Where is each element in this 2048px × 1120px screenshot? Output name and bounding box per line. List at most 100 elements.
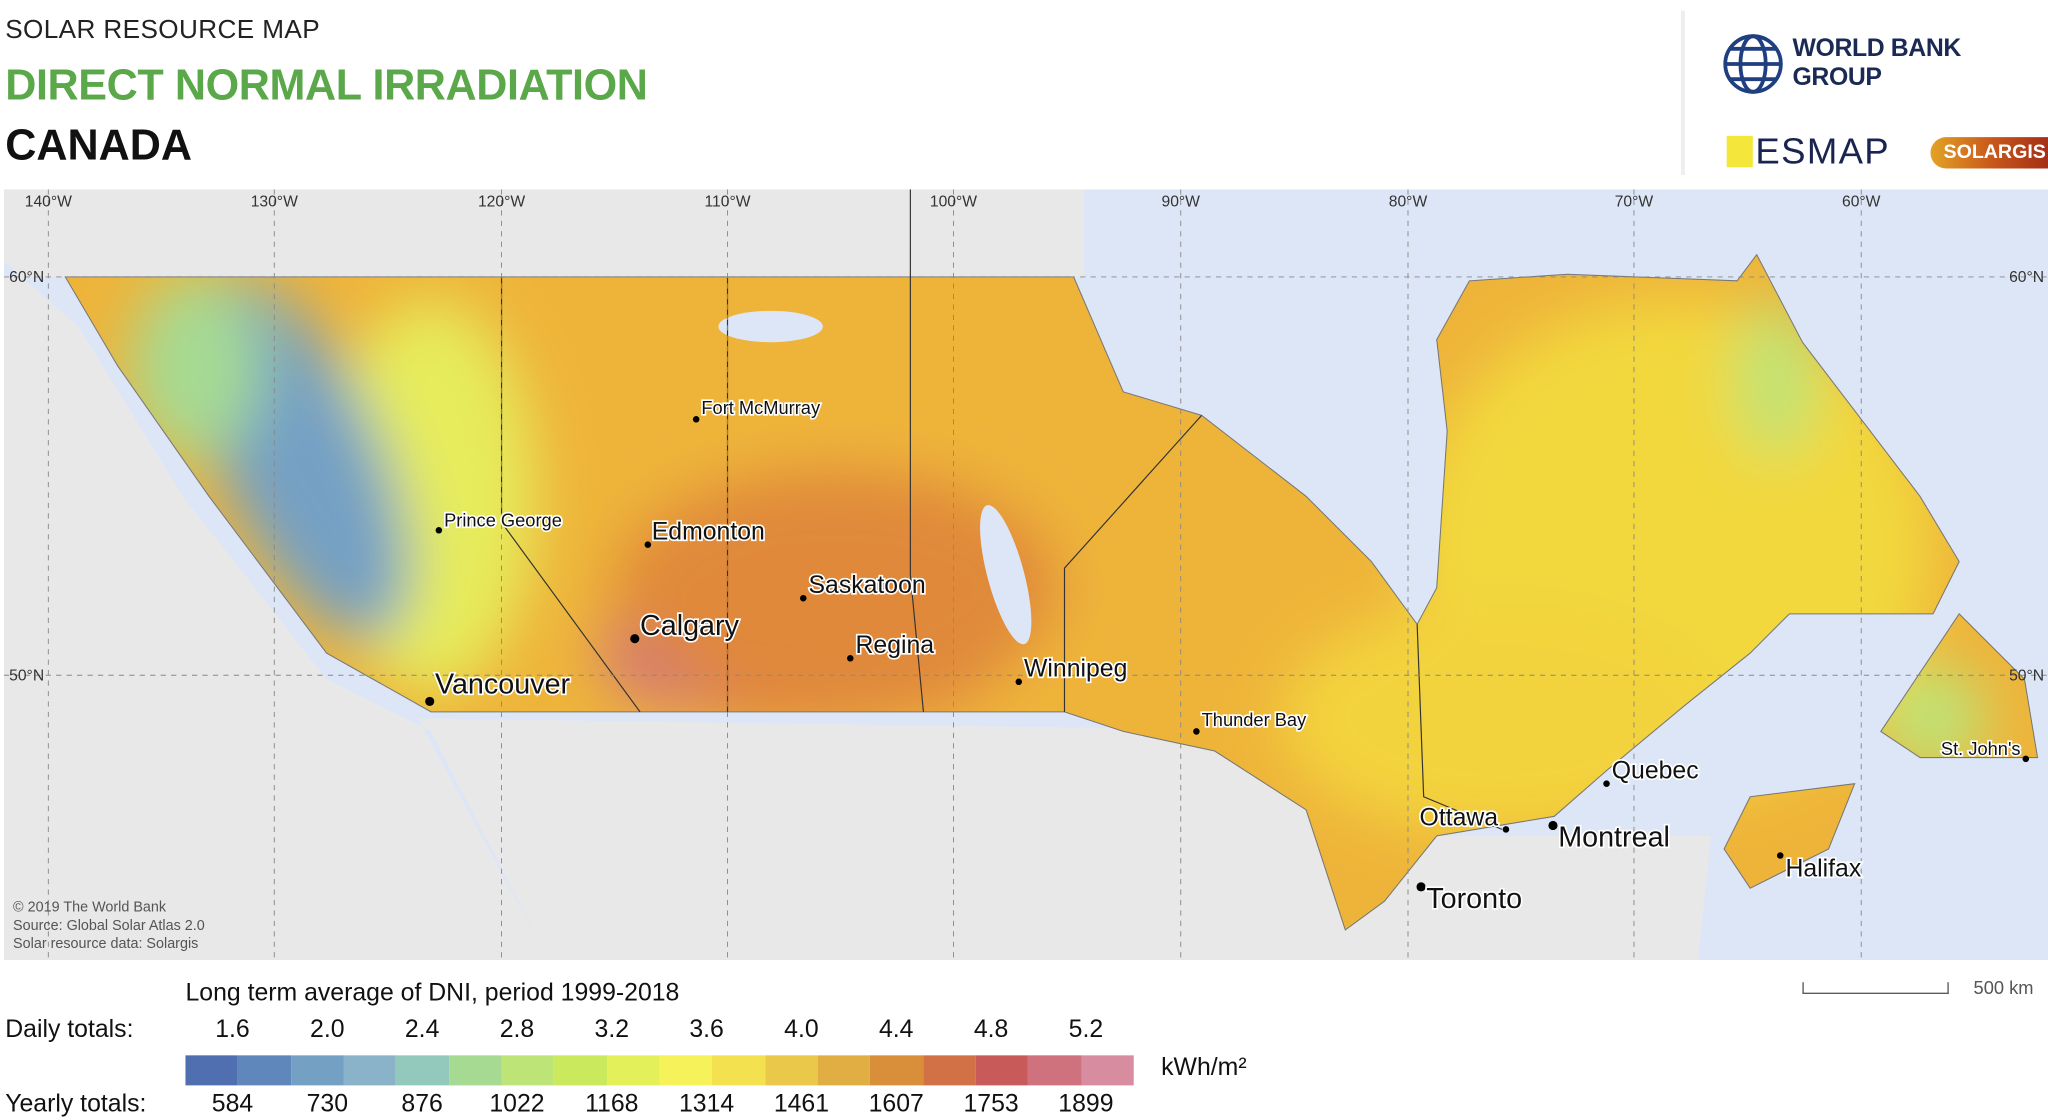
city-marker: Quebec — [1603, 756, 1700, 787]
daily-tick: 5.2 — [1068, 1016, 1104, 1044]
globe-icon — [1723, 34, 1783, 94]
latitude-label: 60°N — [2009, 269, 2044, 286]
city-dot — [425, 696, 435, 706]
city-dot — [630, 634, 640, 644]
city-dot — [1502, 826, 1510, 833]
city-label: Winnipeg — [1024, 656, 1127, 683]
color-swatch — [343, 1055, 397, 1086]
city-dot — [435, 527, 443, 534]
city-marker: St. John's — [1939, 736, 2030, 763]
city-label: Thunder Bay — [1202, 709, 1307, 730]
credit-line: Solar resource data: Solargis — [13, 936, 199, 953]
daily-totals-label: Daily totals: — [5, 1016, 134, 1044]
city-marker: Regina — [847, 630, 936, 662]
longitude-label: 130°W — [251, 193, 298, 210]
color-swatch — [922, 1055, 976, 1086]
city-dot — [1603, 780, 1610, 787]
daily-tick: 3.2 — [594, 1016, 630, 1044]
yearly-tick: 876 — [401, 1090, 443, 1119]
city-marker: Halifax — [1776, 852, 1863, 884]
color-swatch — [975, 1055, 1029, 1086]
map-title: DIRECT NORMAL IRRADIATION — [5, 60, 648, 109]
yearly-tick: 1314 — [678, 1090, 735, 1119]
city-label: Quebec — [1612, 757, 1699, 784]
daily-tick: 4.0 — [784, 1016, 819, 1044]
longitude-label: 110°W — [705, 193, 751, 210]
city-marker: Prince George — [435, 508, 563, 534]
city-dot — [644, 541, 652, 548]
city-dot — [2022, 755, 2030, 763]
latitude-label: 50°N — [9, 667, 44, 684]
esmap-star-icon — [1726, 135, 1753, 168]
longitude-label: 120°W — [478, 193, 525, 210]
city-dot — [1776, 852, 1784, 859]
yearly-tick: 1461 — [773, 1090, 830, 1119]
city-label: Halifax — [1785, 855, 1861, 882]
yearly-tick: 1899 — [1058, 1090, 1114, 1119]
daily-tick: 2.0 — [310, 1016, 345, 1044]
yearly-tick: 584 — [211, 1090, 254, 1119]
color-swatch — [1028, 1055, 1081, 1086]
map-credits: © 2019 The World Bank Source: Global Sol… — [13, 899, 205, 954]
city-marker: Edmonton — [644, 517, 766, 548]
city-dot — [1193, 728, 1200, 735]
esmap-text: ESMAP — [1755, 130, 1890, 172]
city-label: Calgary — [640, 610, 740, 642]
city-dot — [1015, 678, 1023, 686]
legend-title: Long term average of DNI, period 1999-20… — [185, 979, 680, 1008]
city-dot — [692, 415, 700, 423]
longitude-label: 90°W — [1162, 193, 1201, 210]
world-bank-logo: WORLD BANK GROUP — [1721, 31, 2048, 96]
color-swatch — [554, 1055, 607, 1086]
legend-unit: kWh/m² — [1161, 1054, 1247, 1082]
longitude-label: 80°W — [1389, 193, 1428, 210]
daily-tick: 2.4 — [404, 1016, 440, 1044]
city-label: Edmonton — [652, 518, 765, 545]
yearly-tick: 1168 — [585, 1090, 639, 1119]
yearly-tick: 730 — [306, 1090, 349, 1119]
city-dot — [1416, 882, 1426, 892]
credit-line: © 2019 The World Bank — [13, 899, 167, 916]
scale-bar-label: 500 km — [1973, 976, 2034, 998]
city-dot — [799, 594, 807, 602]
city-label: Vancouver — [435, 669, 571, 701]
color-swatch — [185, 1055, 239, 1086]
color-swatch — [290, 1055, 344, 1086]
city-label: Regina — [856, 632, 935, 659]
esmap-logo: ESMAP — [1726, 130, 1890, 172]
yearly-tick: 1753 — [963, 1090, 1019, 1119]
daily-tick: 4.8 — [973, 1016, 1009, 1044]
city-marker: Thunder Bay — [1193, 708, 1309, 735]
city-marker: Saskatoon — [799, 570, 927, 602]
city-label: Prince George — [444, 509, 562, 530]
city-dot — [847, 655, 854, 662]
city-label: Saskatoon — [808, 572, 925, 599]
city-marker: Montreal — [1548, 820, 1672, 855]
dni-map: 140°W 130°W 120°W 110°W 100°W 90°W 80°W 70°W 60°… — [3, 189, 2048, 960]
longitude-label: 100°W — [930, 193, 977, 210]
color-swatch — [1080, 1055, 1134, 1086]
longitude-label: 140°W — [25, 193, 72, 210]
latitude-label: 60°N — [9, 269, 44, 286]
color-swatch — [870, 1055, 923, 1086]
city-label: Fort McMurray — [701, 397, 821, 418]
yearly-tick: 1022 — [489, 1090, 545, 1119]
color-swatch — [606, 1055, 660, 1086]
daily-tick: 4.4 — [878, 1016, 914, 1044]
daily-tick: 1.6 — [215, 1016, 250, 1044]
city-marker: Toronto — [1416, 881, 1524, 916]
world-bank-text: WORLD BANK GROUP — [1792, 35, 1962, 92]
city-marker: Winnipeg — [1015, 654, 1129, 686]
color-swatch — [817, 1055, 871, 1086]
city-label: Montreal — [1558, 821, 1670, 853]
color-swatch — [448, 1055, 502, 1086]
city-marker: Vancouver — [425, 667, 572, 706]
city-marker: Ottawa — [1418, 803, 1510, 833]
scale-bar — [1802, 982, 1949, 994]
city-marker: Calgary — [630, 608, 741, 644]
city-marker: Fort McMurray — [692, 395, 823, 423]
color-swatch — [659, 1055, 713, 1086]
color-swatch — [764, 1055, 818, 1086]
city-label: Toronto — [1426, 883, 1522, 915]
